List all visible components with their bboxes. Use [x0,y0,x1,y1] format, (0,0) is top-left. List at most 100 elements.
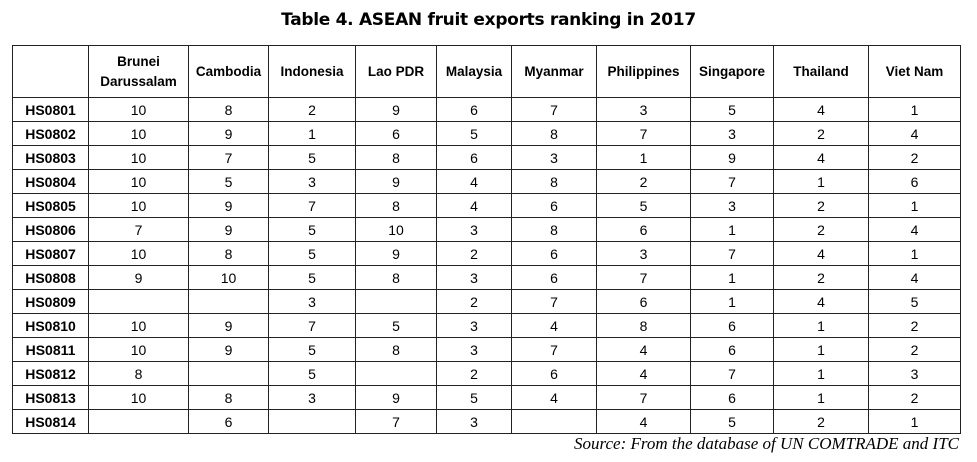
rank-cell: 2 [868,337,961,362]
rank-cell: 6 [436,145,512,170]
rank-cell: 8 [511,169,597,194]
rank-cell: 7 [511,97,597,122]
rank-cell: 4 [868,265,961,290]
table-row: HS0811 10 9 5 8 3 7 4 6 1 2 [12,337,961,362]
rank-cell: 4 [596,337,691,362]
rank-cell: 3 [268,169,356,194]
rank-cell: 3 [436,265,512,290]
rank-cell: 5 [436,121,512,146]
column-header: Lao PDR [355,45,437,98]
rank-cell: 7 [188,145,269,170]
rank-cell: 10 [188,265,269,290]
rank-cell: 7 [690,169,774,194]
rank-cell: 3 [436,409,512,434]
rank-cell: 7 [268,313,356,338]
rank-cell: 10 [355,217,437,242]
rank-cell: 4 [773,289,869,314]
rank-cell: 8 [355,193,437,218]
rank-cell: 5 [268,265,356,290]
column-header: Malaysia [436,45,512,98]
row-label: HS0814 [12,409,89,434]
rank-cell: 3 [436,313,512,338]
empty-cell [88,409,189,434]
rank-cell: 5 [690,97,774,122]
rank-cell: 4 [511,385,597,410]
rank-cell: 8 [188,385,269,410]
rank-cell: 4 [596,361,691,386]
empty-cell [355,289,437,314]
rank-cell: 1 [690,289,774,314]
rank-cell: 7 [511,289,597,314]
row-label: HS0804 [12,169,89,194]
rank-cell: 1 [868,97,961,122]
rank-cell: 2 [268,97,356,122]
rank-cell: 7 [690,361,774,386]
rank-cell: 3 [690,121,774,146]
rank-cell: 3 [511,145,597,170]
row-label: HS0807 [12,241,89,266]
rank-cell: 2 [773,265,869,290]
rank-cell: 3 [596,241,691,266]
rank-cell: 9 [188,337,269,362]
rank-cell: 1 [773,337,869,362]
rank-cell: 9 [88,265,189,290]
rank-cell: 4 [596,409,691,434]
rank-cell: 8 [188,97,269,122]
table-row: HS0809 3 2 7 6 1 4 5 [12,289,961,314]
rank-cell: 3 [690,193,774,218]
rank-cell: 7 [596,265,691,290]
rank-cell: 5 [690,409,774,434]
rank-cell: 1 [268,121,356,146]
rank-cell: 1 [868,409,961,434]
rank-cell: 7 [355,409,437,434]
rank-cell: 2 [868,145,961,170]
rank-cell: 8 [88,361,189,386]
table-row: HS0806 7 9 5 10 3 8 6 1 2 4 [12,217,961,242]
table-row: HS0803 10 7 5 8 6 3 1 9 4 2 [12,145,961,170]
empty-cell [268,409,356,434]
table-row: HS0812 8 5 2 6 4 7 1 3 [12,361,961,386]
rank-cell: 2 [773,217,869,242]
rank-cell: 7 [268,193,356,218]
empty-cell [88,289,189,314]
rank-cell: 6 [868,169,961,194]
rank-cell: 4 [868,121,961,146]
header-row: Brunei Darussalam Cambodia Indonesia Lao PD… [12,45,961,98]
rank-cell: 5 [268,337,356,362]
column-header: Myanmar [511,45,597,98]
column-header: Viet Nam [868,45,961,98]
rank-cell: 6 [511,193,597,218]
rank-cell: 5 [268,361,356,386]
row-label: HS0812 [12,361,89,386]
rank-cell: 10 [88,193,189,218]
rank-cell: 7 [596,385,691,410]
row-label: HS0805 [12,193,89,218]
rank-cell: 9 [355,385,437,410]
corner-cell [12,45,89,98]
rank-cell: 7 [596,121,691,146]
rank-cell: 9 [355,97,437,122]
rank-cell: 3 [268,289,356,314]
rank-cell: 2 [868,313,961,338]
row-label: HS0803 [12,145,89,170]
rank-cell: 4 [511,313,597,338]
rank-cell: 4 [773,97,869,122]
row-label: HS0808 [12,265,89,290]
table-row: HS0814 6 7 3 4 5 2 1 [12,409,961,434]
column-header: Singapore [690,45,774,98]
rank-cell: 2 [773,193,869,218]
rank-cell: 4 [436,193,512,218]
rank-cell: 6 [511,361,597,386]
rank-cell: 2 [773,409,869,434]
rank-cell: 6 [690,313,774,338]
rank-cell: 5 [868,289,961,314]
rank-cell: 10 [88,121,189,146]
rank-cell: 5 [268,145,356,170]
column-header: Cambodia [188,45,269,98]
rank-cell: 6 [596,289,691,314]
table-row: HS0813 10 8 3 9 5 4 7 6 1 2 [12,385,961,410]
rank-cell: 8 [355,145,437,170]
rank-cell: 1 [868,193,961,218]
rank-cell: 6 [511,241,597,266]
